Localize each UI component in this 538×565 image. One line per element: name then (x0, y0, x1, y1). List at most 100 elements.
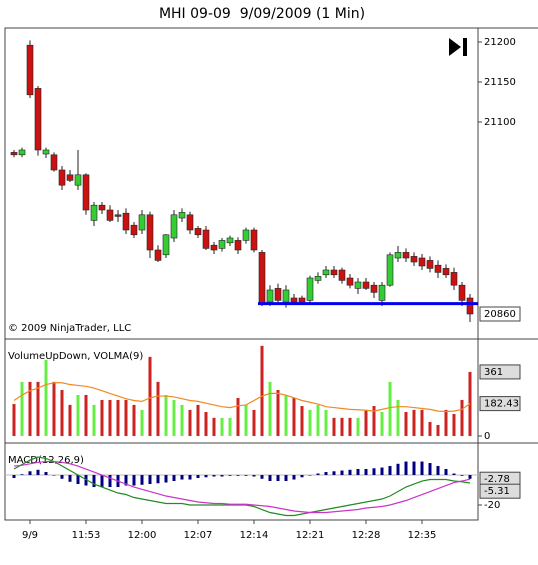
candle-body (210, 244, 218, 251)
candle-body (346, 277, 354, 286)
x-tick-label: 11:53 (72, 530, 101, 541)
icon-arrow[interactable] (449, 38, 461, 56)
volume-bar (316, 404, 320, 436)
volume-bar (372, 405, 376, 436)
volume-bar (92, 404, 96, 436)
candle-body (66, 174, 74, 181)
candle-body (402, 252, 410, 259)
volume-bar (172, 399, 176, 436)
x-tick-label: 12:35 (408, 530, 437, 541)
candle-body (162, 234, 170, 256)
macd-histogram-bar (28, 471, 32, 476)
macd-histogram-bar (260, 475, 264, 479)
chart-title: MHI 09-09 9/09/2009 (1 Min) (159, 6, 365, 22)
volma-line (13, 382, 471, 413)
candle-body (426, 260, 434, 269)
macd-histogram-bar (420, 461, 424, 476)
candle-body (410, 256, 418, 263)
volume-bar (444, 409, 448, 436)
volume-bar (436, 424, 440, 436)
candle-body (466, 297, 474, 315)
x-tick-label: 12:21 (296, 530, 325, 541)
macd-histogram-bar (196, 475, 200, 479)
macd-histogram-bar (436, 466, 440, 476)
volume-bar (52, 381, 56, 436)
volume-bar (300, 405, 304, 436)
macd-histogram-bar (444, 469, 448, 476)
volume-bar (28, 381, 32, 436)
value-marker-label: 361 (484, 367, 503, 378)
copyright: © 2009 NinjaTrader, LLC (8, 323, 131, 334)
macd-histogram-bar (124, 475, 128, 486)
volume-bar (452, 413, 456, 436)
macd-histogram-bar (132, 475, 136, 486)
y-tick-label: 0 (484, 431, 490, 442)
candle-body (282, 289, 290, 303)
value-marker (479, 483, 521, 499)
macd-histogram-bar (356, 469, 360, 476)
candle-body (58, 169, 66, 186)
candle-body (82, 174, 90, 211)
macd-histogram-bar (252, 475, 256, 477)
macd-histogram-bar (220, 475, 224, 477)
candle-body (146, 214, 154, 251)
volume-bar (140, 409, 144, 436)
macd-histogram-bar (212, 475, 216, 477)
volume-bar (332, 417, 336, 436)
macd-histogram-bar (44, 472, 48, 476)
candle-body (298, 297, 306, 303)
macd-histogram-bar (452, 473, 456, 476)
candle-body (306, 277, 314, 301)
volume-bar (412, 409, 416, 436)
volume-bar (124, 399, 128, 436)
candle-body (154, 249, 162, 261)
volume-bar (428, 421, 432, 436)
candle-body (378, 284, 386, 301)
candle-body (370, 284, 378, 293)
value-marker-label: -2.78 (484, 474, 510, 485)
candle-body (242, 229, 250, 241)
candle-body (234, 240, 242, 251)
volume-bar (268, 381, 272, 436)
volume-bar (388, 381, 392, 436)
y-tick-label: -20 (484, 500, 500, 511)
macd-histogram-bar (300, 475, 304, 478)
macd-histogram-bar (180, 475, 184, 480)
candle-body (186, 214, 194, 231)
volume-bar (284, 394, 288, 436)
candle-body (354, 281, 362, 289)
candle-body (386, 254, 394, 286)
macd-histogram-bar (100, 475, 104, 488)
candle-body (50, 154, 58, 171)
candle-body (450, 272, 458, 286)
macd-histogram-bar (268, 475, 272, 482)
volume-bar (276, 390, 280, 436)
volume-bar (180, 404, 184, 436)
volume-bar (60, 390, 64, 436)
volume-bar (44, 359, 48, 436)
volume-bar (188, 409, 192, 436)
value-marker-label: 182.43 (484, 399, 519, 410)
candle-body (290, 297, 298, 303)
icon-bar[interactable] (463, 38, 467, 56)
candle-body (202, 229, 210, 249)
x-tick-label: 12:28 (352, 530, 381, 541)
candle-body (90, 204, 98, 221)
candle-body (362, 281, 370, 289)
panel-title: MACD(12,26,9) (8, 455, 84, 466)
signal-line (13, 460, 471, 514)
macd-histogram-bar (324, 472, 328, 476)
candle-body (106, 209, 114, 221)
macd-histogram-bar (68, 475, 72, 482)
scroll-end-icon[interactable] (449, 38, 467, 56)
candle-body (322, 269, 330, 276)
volume-bar (364, 409, 368, 436)
macd-histogram-bar (404, 461, 408, 476)
volume-bar (308, 409, 312, 436)
volume-bar (212, 417, 216, 436)
volume-bar (324, 409, 328, 436)
candle-body (98, 204, 106, 211)
candle-body (338, 269, 346, 281)
candle-body (194, 228, 202, 236)
